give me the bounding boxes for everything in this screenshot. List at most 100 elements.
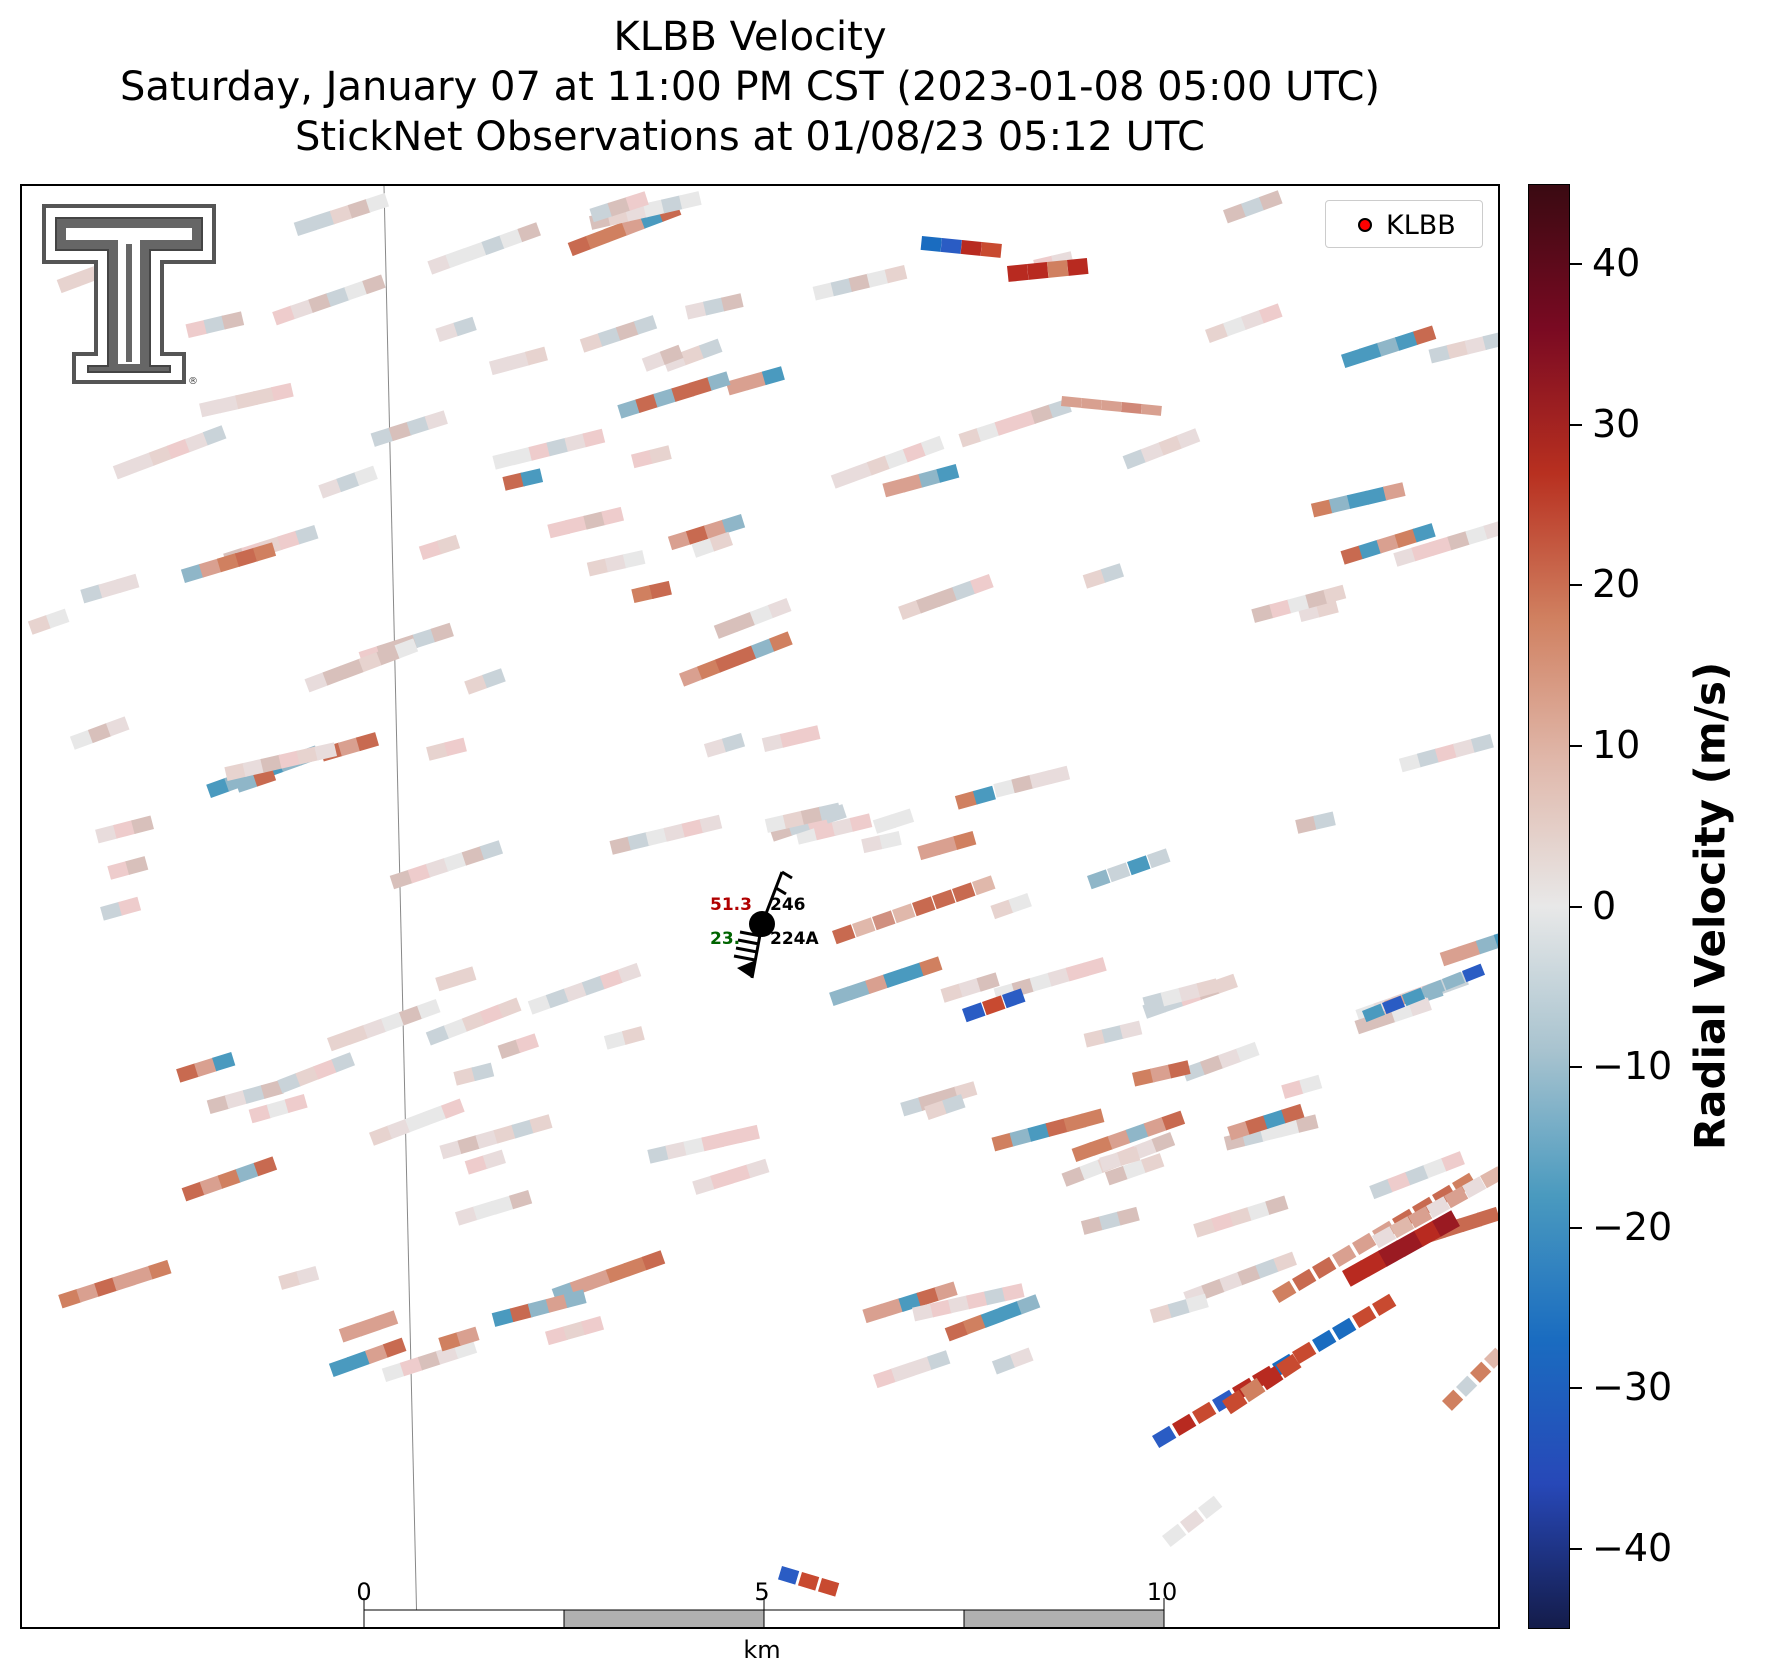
velocity-pixel <box>148 445 173 466</box>
velocity-pixel <box>994 416 1018 436</box>
velocity-pixel <box>617 399 641 419</box>
velocity-pixel <box>1273 1251 1297 1272</box>
velocity-pixel <box>105 716 130 737</box>
colorbar-tick-mark <box>1570 1387 1582 1390</box>
velocity-pixel <box>633 315 658 335</box>
velocity-pixel <box>248 1104 272 1124</box>
velocity-pixel <box>1456 1375 1478 1397</box>
velocity-pixel <box>1100 563 1125 583</box>
velocity-pixel <box>528 442 552 461</box>
velocity-pixel <box>438 1332 462 1352</box>
velocity-pixel <box>683 1137 706 1156</box>
velocity-pixel <box>976 972 1000 992</box>
velocity-pixel <box>1444 1186 1469 1209</box>
velocity-pixel <box>947 1295 971 1314</box>
velocity-pixel <box>931 889 956 910</box>
velocity-pixel <box>524 346 548 366</box>
velocity-pixel <box>1257 1365 1284 1391</box>
velocity-pixel <box>954 790 978 810</box>
velocity-pixel <box>1002 1283 1025 1302</box>
velocity-pixel <box>499 228 523 249</box>
velocity-pixel <box>481 235 505 256</box>
velocity-pixel <box>435 1345 460 1365</box>
velocity-pixel <box>1341 348 1365 369</box>
velocity-pixel <box>277 1073 302 1094</box>
velocity-pixel <box>817 1577 840 1597</box>
velocity-pixel <box>497 1039 522 1059</box>
velocity-pixel <box>511 1119 535 1139</box>
velocity-pixel <box>630 449 654 469</box>
station-id-top: 246 <box>770 895 806 915</box>
velocity-pixel <box>865 974 889 994</box>
velocity-pixel <box>743 371 767 391</box>
velocity-pixel <box>767 597 792 619</box>
velocity-pixel <box>971 875 996 896</box>
colorbar-tick-label: −40 <box>1592 1525 1673 1570</box>
velocity-pixel <box>1439 946 1464 967</box>
velocity-pixel <box>370 427 394 447</box>
velocity-pixel <box>715 652 739 673</box>
velocity-pixel <box>304 672 329 693</box>
velocity-pixel <box>1498 1334 1500 1355</box>
velocity-pixel <box>991 1354 1016 1375</box>
velocity-pixel <box>603 222 628 243</box>
velocity-pixel <box>961 1002 986 1023</box>
velocity-pixel <box>1140 1153 1165 1173</box>
velocity-pixel <box>1312 1256 1337 1280</box>
velocity-pixel <box>581 975 606 996</box>
velocity-pixel <box>900 473 924 493</box>
velocity-pixel <box>529 1114 553 1134</box>
velocity-pixel <box>453 1067 477 1086</box>
velocity-pixel <box>1193 1218 1217 1238</box>
velocity-pixel <box>1364 486 1388 505</box>
velocity-pixel <box>1442 1389 1464 1411</box>
velocity-pixel <box>443 852 468 872</box>
station-marker <box>749 911 775 937</box>
velocity-pixel <box>510 446 534 466</box>
velocity-pixel <box>701 1133 724 1152</box>
velocity-pixel <box>1152 1425 1177 1449</box>
velocity-pixel <box>1081 397 1102 410</box>
velocity-pixel <box>1121 402 1142 414</box>
colorbar-tick-mark <box>1570 1066 1582 1069</box>
velocity-pixel <box>659 344 684 365</box>
velocity-pixel <box>453 966 477 986</box>
velocity-pixel <box>148 1259 172 1280</box>
velocity-pixel <box>381 1362 406 1383</box>
radar-map[interactable]: ® 51.3 246 23. 224A <box>20 184 1500 1629</box>
velocity-pixel <box>645 827 669 847</box>
velocity-pixel <box>642 199 666 218</box>
velocity-pixel <box>1067 258 1089 276</box>
velocity-pixel <box>1401 987 1426 1007</box>
velocity-pixel <box>181 1181 206 1202</box>
velocity-pixel <box>112 459 137 480</box>
velocity-pixel <box>1394 528 1418 548</box>
velocity-pixel <box>604 554 628 573</box>
velocity-pixel <box>1416 748 1440 768</box>
velocity-pixel <box>1222 1389 1248 1415</box>
velocity-pixel <box>253 386 276 406</box>
velocity-pixel <box>589 202 613 223</box>
velocity-pixel <box>983 1287 1007 1306</box>
velocity-pixel <box>295 524 319 545</box>
velocity-pixel <box>176 1063 200 1083</box>
colorbar-tick-label: 10 <box>1592 722 1641 767</box>
velocity-pixel <box>703 738 728 758</box>
velocity-pixel <box>797 1572 820 1591</box>
velocity-pixel <box>1461 963 1486 983</box>
velocity-pixel <box>1012 410 1036 430</box>
velocity-pixel <box>1011 774 1035 794</box>
velocity-pixel <box>1107 1129 1132 1150</box>
velocity-pixel <box>74 266 99 287</box>
velocity-pixel <box>627 831 651 851</box>
velocity-pixel <box>993 779 1017 798</box>
velocity-pixel <box>564 433 588 452</box>
velocity-pixel <box>422 1105 447 1126</box>
velocity-pixel <box>1008 893 1032 913</box>
velocity-pixel <box>358 651 383 673</box>
velocity-pixel <box>918 468 942 488</box>
velocity-pixel <box>364 1344 389 1365</box>
velocity-pixel <box>436 534 461 555</box>
velocity-pixel <box>764 814 788 833</box>
velocity-pixel <box>965 1291 989 1310</box>
